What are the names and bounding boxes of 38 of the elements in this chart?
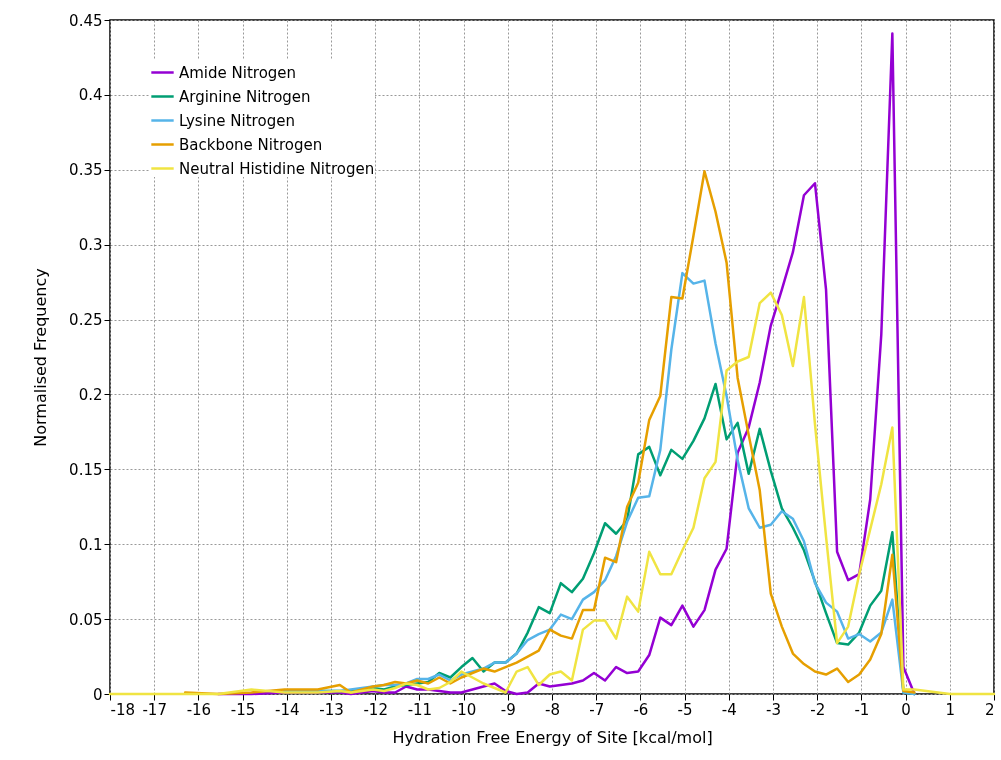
x-tick-label: -4 [721, 700, 737, 719]
y-tick-label: 0.05 [69, 610, 103, 629]
x-tick-label: -14 [275, 700, 300, 719]
legend-label: Amide Nitrogen [179, 63, 297, 82]
x-tick-label: -7 [589, 700, 605, 719]
y-tick-label: 0 [92, 685, 103, 704]
x-tick-label: -13 [319, 700, 344, 719]
y-tick-label: 0.45 [69, 11, 103, 30]
x-tick-label: -9 [500, 700, 516, 719]
y-tick-label: 0.2 [78, 385, 103, 404]
x-tick-label: -1 [854, 700, 870, 719]
x-tick-label: -8 [545, 700, 560, 719]
x-tick-label: -11 [407, 700, 433, 719]
x-tick-label: -3 [766, 700, 781, 719]
y-tick-label: 0.25 [69, 311, 103, 330]
x-tick-label: 0 [901, 700, 911, 719]
legend-label: Lysine Nitrogen [179, 111, 295, 130]
x-tick-label: -6 [633, 700, 649, 719]
x-tick-label: 2 [984, 700, 995, 719]
x-tick-label: 1 [945, 700, 956, 719]
x-tick-label: -12 [363, 700, 388, 719]
x-tick-label: -18 [110, 700, 135, 719]
x-tick-label: -16 [186, 700, 212, 719]
y-tick-label: 0.1 [78, 535, 103, 554]
y-tick-label: 0.4 [78, 86, 103, 105]
x-tick-label: -5 [677, 700, 693, 719]
x-tick-label: -2 [810, 700, 826, 719]
legend-label: Backbone Nitrogen [179, 135, 323, 154]
x-tick-label: -15 [230, 700, 256, 719]
x-tick-label: -17 [142, 700, 167, 719]
legend-label: Neutral Histidine Nitrogen [179, 159, 375, 178]
y-tick-label: 0.35 [69, 161, 103, 180]
x-axis-title: Hydration Free Energy of Site [kcal/mol] [392, 727, 713, 747]
x-tick-label: -10 [451, 700, 477, 719]
y-tick-label: 0.3 [78, 236, 103, 255]
y-axis-title: Normalised Frequency [31, 268, 51, 447]
y-tick-label: 0.15 [69, 460, 103, 479]
legend-label: Arginine Nitrogen [179, 87, 311, 106]
